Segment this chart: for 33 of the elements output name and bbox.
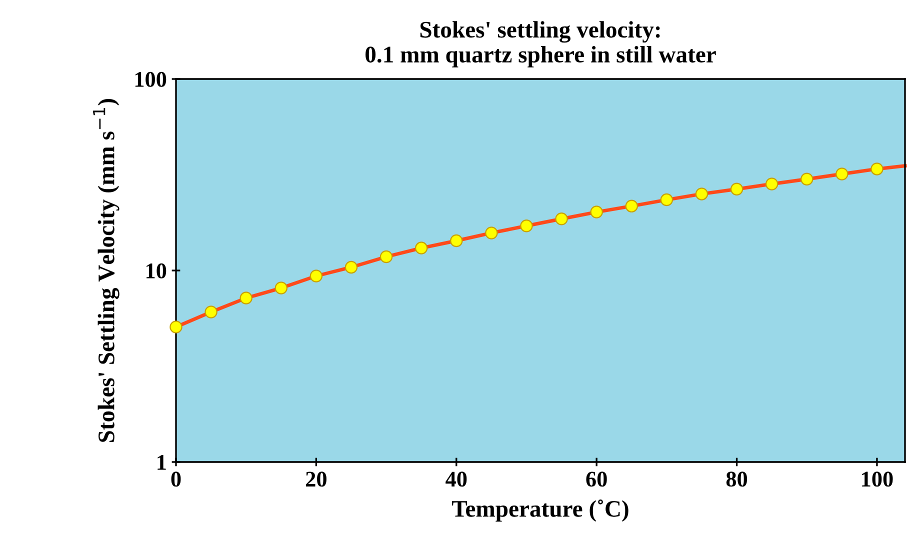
point [274,282,288,294]
point [695,188,708,200]
y-tick-label: 100 [135,72,166,87]
y-tick-label: 10 [146,263,166,278]
point [660,193,674,206]
point [485,226,498,240]
point [836,168,848,180]
point [380,250,393,264]
point [204,306,218,318]
point [765,178,778,190]
point [590,206,603,218]
point [170,320,182,334]
point [414,242,428,254]
point [800,172,814,186]
point [450,234,463,248]
x-tick-label: 100 [862,472,893,487]
y-tick-label: 1 [158,455,166,470]
y-axis-title: Stokes' Settling Velocity (mm s$^{−1}$) [93,99,120,442]
x-tick-label: 40 [446,472,467,487]
point [870,162,884,176]
point [344,260,358,274]
point [310,270,323,282]
point [240,292,252,304]
point [730,182,744,196]
point [625,200,638,212]
x-tick-label: 0 [171,472,181,487]
x-tick-label: 80 [726,472,748,487]
point [520,220,533,232]
x-tick-label: 60 [586,472,607,487]
chart-title: Stokes' settling velocity: 0.1 mm quartz sphere in still water [366,21,716,68]
x-axis-title: Temperature (˚C) [452,500,628,522]
point [555,212,568,226]
x-tick-label: 20 [306,472,326,487]
